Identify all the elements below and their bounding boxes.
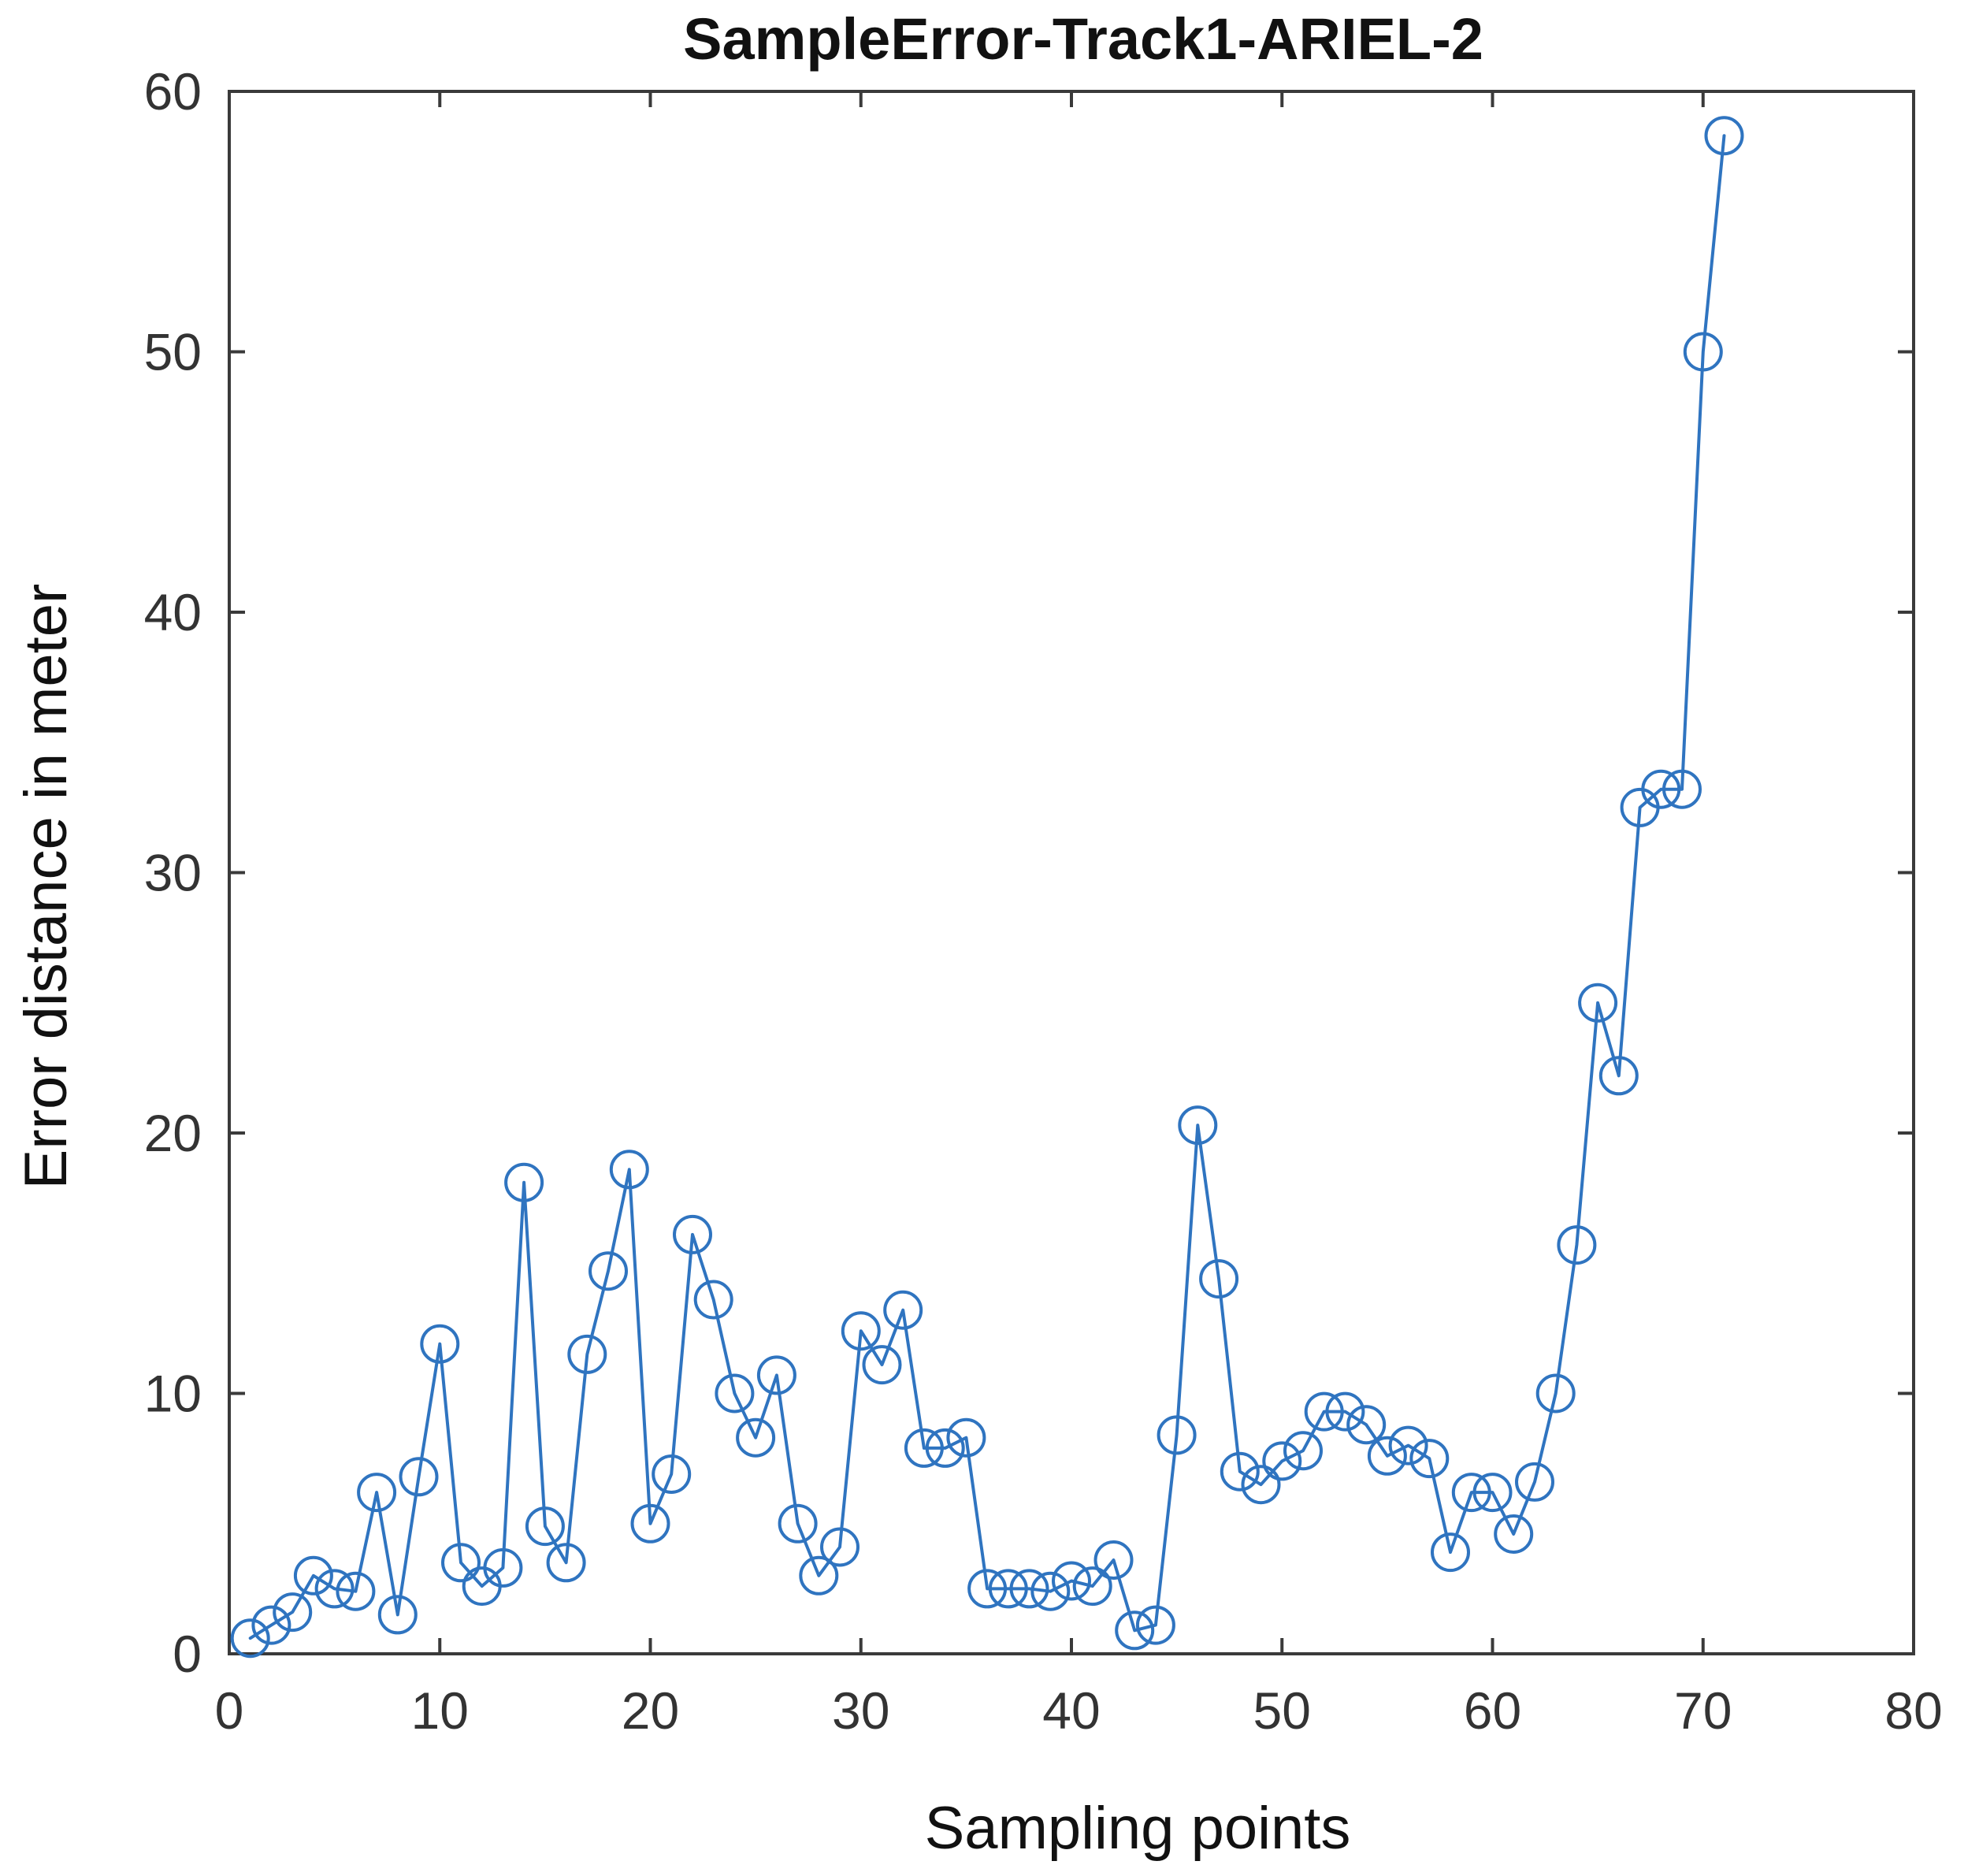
data-point-marker [1157, 1415, 1197, 1455]
data-point-marker [1135, 1605, 1175, 1645]
data-point-marker [925, 1428, 965, 1468]
y-tick-label: 60 [144, 62, 202, 121]
data-point-marker [273, 1592, 313, 1633]
x-tick-label: 30 [832, 1681, 889, 1740]
data-point-marker [715, 1373, 755, 1414]
data-point-marker [1009, 1569, 1049, 1609]
data-point-marker [862, 1345, 902, 1385]
data-point-marker [567, 1334, 607, 1374]
data-point-marker [357, 1473, 397, 1513]
data-point-marker [314, 1569, 355, 1609]
data-point-marker [1241, 1465, 1281, 1505]
x-tick-label: 20 [622, 1681, 679, 1740]
data-point-marker [1304, 1391, 1344, 1432]
data-point-marker [841, 1311, 881, 1351]
data-point-marker [652, 1454, 692, 1494]
y-tick-label: 50 [144, 323, 202, 381]
data-point-marker [1367, 1436, 1407, 1476]
data-point-marker [630, 1503, 670, 1544]
data-point-marker [820, 1527, 860, 1567]
x-axis-label: Sampling points [925, 1795, 1351, 1862]
data-point-marker [1662, 769, 1702, 809]
x-axis-ticks [228, 91, 1915, 1654]
x-tick-label: 10 [411, 1681, 469, 1740]
data-point-marker [504, 1162, 544, 1202]
y-tick-label: 30 [144, 844, 202, 902]
data-point-marker [1325, 1391, 1365, 1432]
data-point-marker [1472, 1473, 1513, 1513]
data-point-marker [883, 1290, 923, 1330]
data-point-marker [1431, 1532, 1470, 1573]
data-point-marker [589, 1251, 628, 1291]
data-point-marker [693, 1280, 733, 1320]
data-point-marker [1704, 116, 1744, 156]
data-point-marker [1283, 1431, 1323, 1471]
data-point-marker [251, 1605, 291, 1645]
plot-area-frame [228, 90, 1915, 1655]
series-line [248, 134, 1726, 1640]
y-tick-label: 20 [144, 1104, 202, 1162]
data-point-marker [1535, 1373, 1576, 1414]
x-tick-label: 0 [215, 1681, 244, 1740]
data-point-marker [525, 1506, 565, 1547]
y-tick-label: 10 [144, 1365, 202, 1423]
x-tick-label: 80 [1884, 1681, 1942, 1740]
data-point-marker [1220, 1451, 1260, 1492]
data-point-marker [609, 1150, 649, 1190]
series-layer [230, 116, 1744, 1659]
data-point-marker [1641, 769, 1681, 809]
data-point-marker [1683, 332, 1723, 372]
data-point-marker [1178, 1105, 1218, 1146]
x-axis-tick-labels: 0 10 20 30 40 50 60 70 80 [215, 1681, 1943, 1740]
x-tick-label: 60 [1464, 1681, 1521, 1740]
data-point-marker [1494, 1514, 1534, 1554]
data-point-marker [336, 1571, 376, 1611]
x-tick-label: 70 [1674, 1681, 1732, 1740]
data-point-marker [1578, 983, 1618, 1023]
data-point-marker [546, 1543, 586, 1583]
data-point-marker [904, 1428, 944, 1468]
data-point-marker [1346, 1405, 1387, 1445]
data-point-marker [756, 1355, 796, 1395]
data-point-marker [230, 1618, 270, 1659]
data-point-marker [988, 1569, 1028, 1609]
data-point-marker [1030, 1571, 1071, 1611]
data-point-marker [420, 1324, 460, 1364]
data-point-marker [1052, 1561, 1091, 1601]
data-point-marker [1072, 1566, 1112, 1607]
x-tick-label: 50 [1253, 1681, 1311, 1740]
data-point-marker [1093, 1540, 1134, 1580]
y-axis-ticks [229, 90, 1914, 1655]
y-tick-label: 0 [173, 1625, 202, 1683]
data-point-marker [1557, 1225, 1597, 1265]
data-point-marker [778, 1503, 818, 1544]
data-point-marker [1262, 1441, 1302, 1481]
data-point-marker [441, 1543, 481, 1583]
data-point-marker [399, 1457, 439, 1497]
y-axis-label: Error distance in meter [13, 584, 80, 1190]
data-point-marker [736, 1417, 776, 1458]
data-point-marker [1115, 1610, 1155, 1651]
data-point-marker [1515, 1462, 1554, 1502]
data-point-marker [483, 1547, 523, 1588]
data-point-marker [1388, 1425, 1428, 1466]
data-point-marker [1598, 1056, 1639, 1096]
data-point-marker [967, 1569, 1008, 1609]
data-point-marker [1199, 1259, 1239, 1299]
data-point-marker [673, 1214, 712, 1254]
data-point-marker [1409, 1439, 1450, 1479]
data-point-marker [293, 1555, 333, 1596]
data-point-marker [377, 1595, 418, 1635]
chart-title: SampleError-Track1-ARIEL-2 [683, 6, 1483, 72]
data-point-marker [1451, 1473, 1491, 1513]
x-tick-label: 40 [1042, 1681, 1100, 1740]
data-point-marker [799, 1555, 839, 1596]
data-point-marker [946, 1417, 986, 1458]
y-tick-label: 40 [144, 583, 202, 641]
y-axis-tick-labels: 0 10 20 30 40 50 60 [144, 62, 202, 1683]
